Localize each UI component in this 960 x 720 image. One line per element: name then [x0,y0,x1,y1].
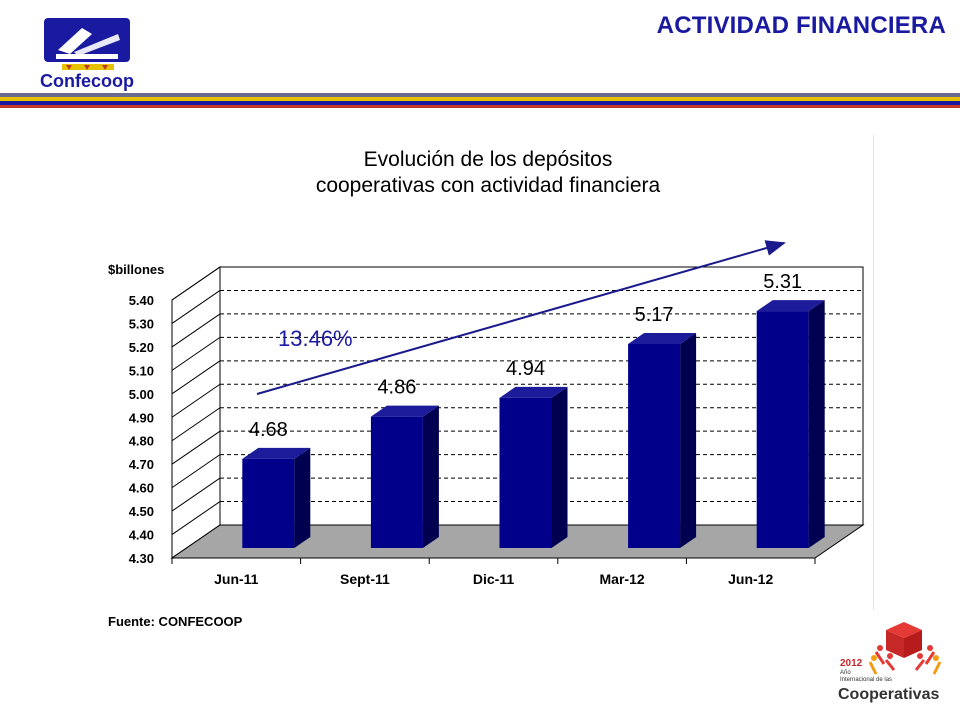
gridline-diag [171,290,221,324]
y-tick-label: 4.50 [129,504,154,519]
confecoop-logo: Confecoop [22,14,152,92]
bar-side [808,300,825,548]
people-figures [868,645,942,675]
side-divider [873,135,874,610]
bar [628,332,697,548]
y-tick-label: 5.20 [129,340,154,355]
bar-side [551,386,568,548]
bar-top [756,300,825,312]
bar-top [499,386,568,398]
y-tick-label: 5.40 [129,293,154,308]
bar-side [294,447,311,548]
logo-year: 2012 [840,658,863,669]
bar-top [242,447,311,459]
x-tick-label: Jun-12 [728,571,773,587]
logo-base-bar [56,54,118,59]
bar-top [370,405,439,417]
gridline-diag [171,477,221,512]
bar [756,300,825,548]
gridline-diag [171,430,221,465]
header-rule-red [0,105,960,108]
gridline-diag [171,360,221,395]
bar-front [242,458,295,548]
y-tick-label: 5.10 [129,363,154,378]
y-tick-label: 4.80 [129,434,154,449]
gridline-diag [171,266,221,301]
logo-red-triangle [66,65,72,70]
gridline-diag [171,407,221,442]
logo-name: Cooperativas [838,686,939,703]
bar-side [680,332,697,548]
y-axis-label: $billones [108,262,164,277]
gridline-diag [171,336,221,371]
header-rule-gold [0,97,960,101]
logo-hammer-shape [58,28,92,54]
y-tick-label: 4.70 [129,457,154,472]
x-tick-label: Mar-12 [600,571,645,587]
y-axis-ticks: 4.30 4.40 4.50 4.60 4.70 4.80 4.90 5.00 5.10 5.20… [129,293,154,566]
bar-front [628,343,681,548]
y-tick-label: 5.30 [129,316,154,331]
growth-annotation: 13.46% [278,326,353,351]
header-rule-gray [0,93,960,97]
x-tick-label: Jun-11 [214,571,259,587]
bar-front [370,416,423,548]
bar-side [422,405,439,548]
bars [242,300,825,548]
y-tick-label: 4.90 [129,410,154,425]
bar-top [628,332,697,344]
bar-front [756,311,809,548]
header-rule-blue [0,101,960,105]
trend-arrow [256,240,786,395]
y-tick-label: 4.60 [129,481,154,496]
cube-right [904,630,922,658]
gridline-diag [171,454,221,489]
logo-line2: Internacional de las [840,677,892,683]
x-tick-label: Dic-11 [473,571,514,587]
chart-title-line: Evolución de los depósitos [364,148,613,171]
gridline-diag [171,501,221,535]
y-tick-label: 4.40 [129,528,154,543]
bar-front [499,397,552,548]
chart-title: Evolución de los depósitos cooperativas c… [316,148,661,197]
cube-left [886,630,904,658]
gridlines [171,266,863,559]
cooperatives-year-logo: 2012 Año Internacional de las Cooperativ… [836,612,952,708]
gridline-diag [171,383,221,418]
confecoop-logo-mark: Confecoop [40,18,134,91]
y-tick-label: 5.00 [129,387,154,402]
bar [499,386,568,548]
header-rule-stack [0,93,960,109]
data-label: 4.94 [506,358,545,380]
data-label: 5.17 [635,304,674,326]
chart-title-line: cooperativas con actividad financiera [316,174,661,197]
x-axis-ticks: Jun-11 Sept-11 Dic-11 Mar-12 Jun-12 [171,557,816,587]
gridline-diag [171,313,221,348]
x-tick-label: Sept-11 [340,571,390,587]
page-title: ACTIVIDAD FINANCIERA [656,12,946,39]
data-label: 4.68 [249,419,288,441]
logo-red-triangle [84,65,90,70]
data-label: 4.86 [377,377,416,399]
data-label: 5.31 [763,271,802,293]
data-labels: 4.68 4.86 4.94 5.17 5.31 [249,271,802,441]
source-note: Fuente: CONFECOOP [108,614,243,629]
logo-red-triangle [102,65,108,70]
y-tick-label: 4.30 [129,551,154,566]
logo-line1: Año [840,670,851,676]
logo-wordmark: Confecoop [40,71,134,91]
logo-handshake-shape [74,34,120,56]
bar [242,447,311,548]
bar [370,405,439,548]
trend-arrow-group [256,240,786,395]
cooperatives-logo-mark: 2012 Año Internacional de las Cooperativ… [838,622,942,703]
